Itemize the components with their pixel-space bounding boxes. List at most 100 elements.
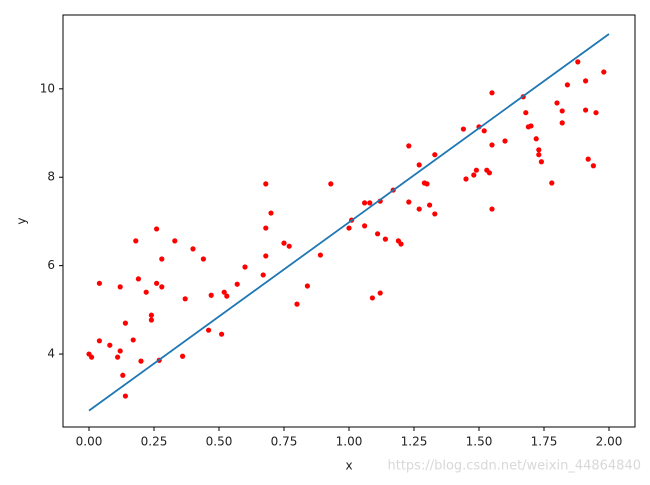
point — [328, 181, 334, 187]
point — [120, 372, 126, 378]
point — [481, 128, 487, 134]
point — [180, 353, 186, 359]
point — [424, 181, 430, 187]
point — [89, 354, 95, 360]
point — [575, 59, 581, 65]
x-tick-label: 1.75 — [531, 435, 558, 449]
point — [281, 240, 287, 246]
point — [362, 200, 368, 206]
point — [460, 126, 466, 132]
x-axis-label: x — [345, 459, 352, 473]
point — [377, 290, 383, 296]
point — [122, 320, 128, 326]
point — [182, 296, 188, 302]
point — [346, 225, 352, 231]
x-tick-label: 1.00 — [336, 435, 363, 449]
point — [154, 280, 160, 286]
point — [367, 200, 373, 206]
point — [590, 163, 597, 169]
point — [219, 331, 225, 337]
point — [96, 280, 102, 286]
point — [502, 138, 508, 144]
y-tick-label: 10 — [40, 81, 55, 95]
x-tick-label: 0.00 — [76, 435, 103, 449]
point — [406, 143, 412, 149]
point — [473, 167, 479, 173]
point — [286, 243, 292, 249]
point — [463, 176, 469, 182]
y-tick-label: 8 — [47, 170, 55, 184]
point — [585, 156, 591, 162]
x-tick-label: 0.25 — [141, 435, 168, 449]
point — [143, 289, 149, 295]
point — [432, 211, 438, 217]
x-tick-label: 2.00 — [596, 435, 623, 449]
point — [375, 231, 381, 237]
point — [489, 206, 495, 212]
point — [416, 162, 422, 168]
point — [533, 136, 539, 142]
point — [133, 238, 139, 244]
point — [268, 210, 274, 216]
point — [528, 123, 534, 129]
point — [538, 159, 545, 165]
point — [304, 283, 310, 289]
point — [148, 312, 154, 318]
point — [432, 152, 438, 158]
point — [263, 253, 269, 259]
point — [224, 293, 230, 299]
x-tick-label: 1.50 — [466, 435, 493, 449]
point — [154, 226, 160, 232]
point — [117, 348, 123, 354]
point — [559, 108, 565, 114]
point — [486, 170, 492, 176]
x-tick-label: 0.75 — [271, 435, 298, 449]
x-tick-label: 0.50 — [206, 435, 233, 449]
point — [206, 327, 212, 333]
point — [107, 342, 113, 348]
point — [138, 358, 144, 364]
point — [172, 238, 178, 244]
point — [135, 276, 141, 282]
point — [593, 110, 599, 116]
point — [221, 289, 227, 295]
point — [263, 181, 269, 187]
point — [234, 281, 240, 287]
point — [96, 338, 102, 344]
point — [317, 252, 323, 258]
y-tick-label: 6 — [47, 258, 55, 272]
watermark: https://blog.csdn.net/weixin_44864840 — [387, 459, 641, 474]
point — [242, 264, 248, 270]
point — [559, 120, 565, 126]
point — [549, 180, 555, 186]
point — [554, 100, 560, 106]
y-tick-label: 4 — [47, 347, 55, 361]
point — [564, 82, 571, 88]
x-tick-label: 1.25 — [401, 435, 428, 449]
point — [122, 393, 128, 399]
point — [148, 317, 154, 323]
point — [294, 301, 300, 307]
point — [159, 256, 165, 262]
point — [130, 337, 136, 343]
point — [159, 284, 165, 290]
point — [536, 152, 542, 158]
point — [536, 147, 542, 153]
point — [115, 354, 121, 360]
point — [489, 142, 495, 148]
point — [471, 172, 477, 178]
point — [398, 241, 404, 247]
point — [369, 295, 375, 301]
point — [601, 69, 607, 75]
point — [583, 78, 589, 84]
point — [260, 272, 266, 278]
point — [416, 206, 422, 212]
point — [406, 199, 412, 205]
point — [200, 256, 206, 262]
fit-line — [88, 33, 610, 412]
point — [208, 292, 214, 298]
point — [263, 225, 269, 231]
point — [523, 110, 529, 116]
point — [382, 236, 388, 242]
